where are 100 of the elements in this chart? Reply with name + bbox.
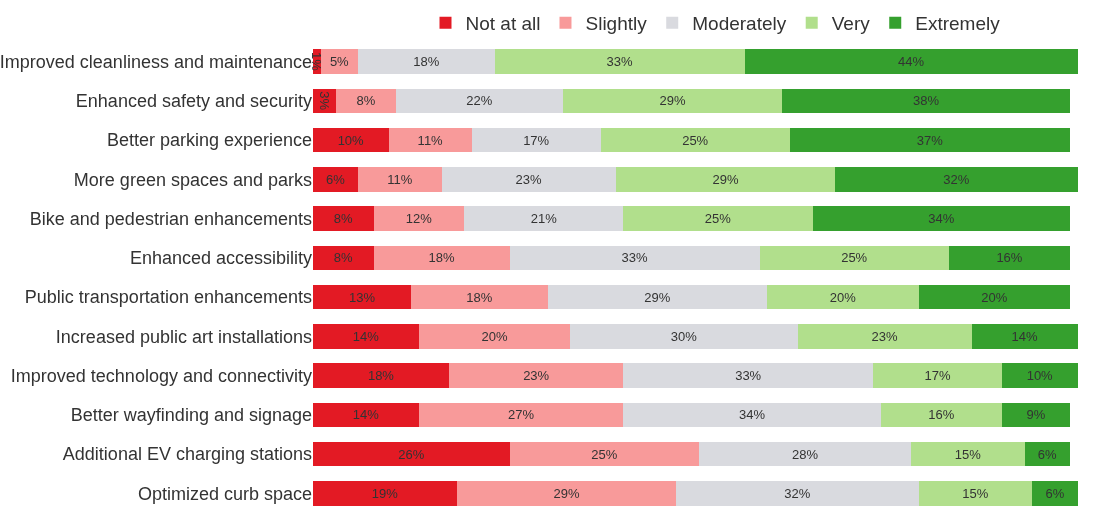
y-tick-label: More green spaces and parks	[73, 169, 312, 190]
bar	[313, 402, 419, 428]
bar	[971, 324, 1078, 349]
data-label: 25%	[682, 132, 709, 148]
data-label: 23%	[515, 171, 543, 187]
data-label: 11%	[417, 132, 444, 148]
bar	[623, 363, 874, 388]
data-label: 9%	[1026, 407, 1046, 423]
legend-label: Very	[831, 13, 871, 35]
data-label: 18%	[466, 289, 493, 305]
data-label: 21%	[530, 211, 558, 227]
bar	[1002, 363, 1078, 388]
bar	[623, 402, 881, 428]
bar	[472, 127, 601, 153]
bar	[615, 167, 836, 192]
bar	[313, 481, 457, 506]
data-label: 17%	[523, 132, 550, 148]
data-label: 32%	[943, 171, 970, 187]
bar	[759, 245, 950, 271]
bar	[562, 88, 783, 114]
data-label: 8%	[333, 250, 353, 266]
data-label: 29%	[553, 485, 580, 501]
y-tick-label: Improved cleanliness and maintenance	[0, 51, 312, 72]
bar	[313, 324, 419, 349]
data-label: 18%	[428, 250, 455, 266]
bar	[358, 167, 442, 192]
data-label: 44%	[897, 54, 925, 70]
data-label: 6%	[326, 171, 346, 187]
data-label: 18%	[367, 368, 395, 384]
data-label: 34%	[738, 407, 766, 423]
bar	[600, 127, 791, 153]
data-label: 5%	[329, 54, 350, 70]
bar	[313, 441, 510, 467]
y-tick-label: Increased public art installations	[55, 326, 312, 347]
data-label: 17%	[924, 368, 951, 384]
bar	[790, 127, 1071, 153]
bar	[911, 441, 1025, 467]
y-tick-label: Bike and pedestrian enhancements	[29, 208, 312, 229]
bar	[873, 363, 1003, 388]
data-label: 12%	[405, 211, 433, 227]
bar	[313, 167, 359, 192]
data-label: 23%	[871, 328, 898, 344]
data-label: 16%	[928, 407, 955, 423]
legend-label: Not at all	[465, 13, 541, 35]
bar	[419, 324, 571, 349]
data-label: 29%	[712, 171, 739, 187]
data-label: 19%	[371, 485, 399, 501]
bar	[699, 441, 912, 467]
data-label: 20%	[981, 289, 1008, 305]
data-label: 6%	[1045, 485, 1065, 501]
data-label: 29%	[644, 289, 671, 305]
bar	[1002, 402, 1071, 428]
bar	[313, 363, 450, 388]
y-tick-label: Better parking experience	[106, 130, 312, 151]
legend-label: Extremely	[915, 13, 1001, 35]
bar	[464, 206, 624, 231]
bar	[623, 206, 813, 231]
data-label: 32%	[784, 485, 811, 501]
data-label: 13%	[348, 289, 376, 305]
bar	[313, 206, 374, 231]
bar	[949, 245, 1071, 271]
bar	[456, 481, 677, 506]
bar	[797, 324, 972, 349]
bar	[767, 284, 919, 310]
data-label: 33%	[606, 54, 633, 70]
bar	[509, 245, 760, 271]
bar	[835, 167, 1078, 192]
bar	[441, 167, 616, 192]
data-label: 20%	[829, 289, 857, 305]
data-label: 6%	[1037, 446, 1058, 462]
bar	[494, 49, 745, 74]
bar	[313, 284, 412, 310]
data-label: 25%	[591, 446, 618, 462]
legend-label: Moderately	[692, 13, 787, 35]
y-tick-label: Better wayfinding and signage	[70, 405, 312, 426]
bar	[373, 206, 465, 231]
data-label: 25%	[841, 250, 868, 266]
data-label: 22%	[466, 93, 493, 109]
bar	[396, 88, 563, 114]
data-label: 10%	[337, 132, 365, 148]
data-label: 34%	[928, 211, 955, 227]
data-label: 27%	[507, 407, 535, 423]
bar	[509, 441, 700, 467]
data-label: 14%	[352, 407, 380, 423]
data-label: 20%	[481, 328, 508, 344]
bar	[880, 402, 1003, 428]
bar	[570, 324, 798, 349]
data-label: 29%	[659, 93, 686, 109]
data-label: 23%	[523, 368, 550, 384]
data-label: 25%	[704, 211, 732, 227]
bar	[1032, 481, 1078, 506]
bar	[388, 127, 473, 153]
bar	[676, 481, 919, 506]
bar	[358, 49, 495, 74]
legend-label: Slightly	[585, 13, 648, 35]
bar	[782, 88, 1071, 114]
y-tick-label: Optimized curb space	[137, 483, 312, 504]
data-label: 3%	[316, 91, 332, 111]
data-label: 33%	[735, 368, 762, 384]
data-label: 15%	[954, 446, 982, 462]
